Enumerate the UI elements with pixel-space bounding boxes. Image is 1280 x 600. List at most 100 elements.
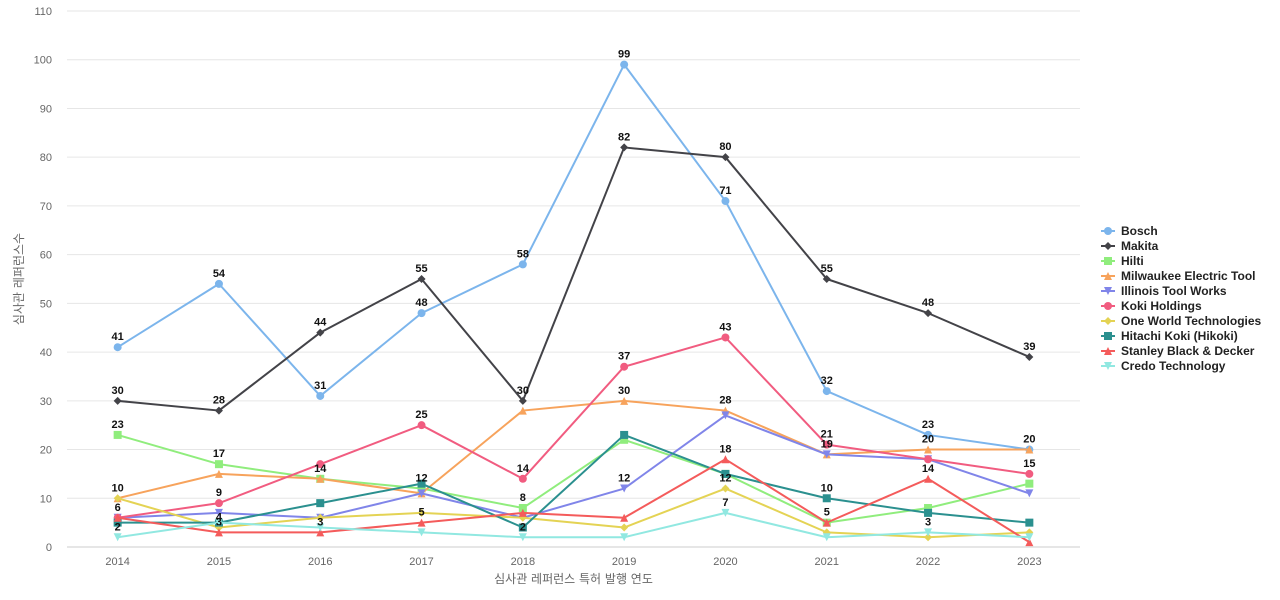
data-label: 30 — [112, 385, 124, 397]
legend-item-one-world-technologies: One World Technologies — [1101, 314, 1262, 328]
legend-marker — [1104, 287, 1112, 295]
legend-item-koki-holdings: Koki Holdings — [1101, 299, 1202, 313]
series-line-credo-technology — [117, 511, 1030, 539]
data-point-hitachi-koki-hikoki — [822, 494, 831, 503]
x-tick-label: 2020 — [713, 556, 737, 568]
x-tick-label: 2021 — [815, 556, 839, 568]
legend-label: Hitachi Koki (Hikoki) — [1121, 329, 1238, 343]
data-point-hitachi-koki-hikoki — [113, 518, 122, 527]
legend-label: Milwaukee Electric Tool — [1121, 269, 1255, 283]
data-point-makita — [316, 328, 325, 337]
data-label-layer: 4154314858997132232030284455308280554839… — [112, 49, 1036, 534]
series-line-hilti — [117, 433, 1030, 524]
data-label: 54 — [213, 268, 226, 280]
data-label: 39 — [1023, 341, 1035, 353]
data-label: 31 — [314, 380, 326, 392]
data-label: 23 — [922, 419, 934, 431]
data-point-credo-technology — [214, 518, 223, 527]
data-label: 44 — [314, 317, 327, 329]
data-point-illinois-tool-works — [417, 489, 426, 498]
legend-label: Hilti — [1121, 254, 1144, 268]
data-label: 12 — [618, 473, 630, 485]
data-label: 3 — [925, 516, 931, 528]
legend-item-credo-technology: Credo Technology — [1101, 359, 1226, 373]
y-tick-label: 60 — [40, 250, 52, 262]
series-line-koki-holdings — [117, 336, 1030, 519]
x-tick-label: 2017 — [409, 556, 433, 568]
data-point-hilti — [113, 430, 122, 439]
data-point-milwaukee-electric-tool — [1025, 445, 1034, 454]
data-label: 55 — [415, 263, 427, 275]
data-label: 25 — [415, 409, 427, 421]
data-point-stanley-black-decker — [620, 513, 629, 522]
legend-marker — [1104, 347, 1112, 355]
data-point-illinois-tool-works — [214, 508, 223, 517]
legend-item-hilti: Hilti — [1101, 254, 1144, 268]
data-point-koki-holdings — [316, 460, 325, 469]
legend-item-hitachi-koki-hikoki: Hitachi Koki (Hikoki) — [1101, 329, 1238, 343]
legend-marker — [1104, 257, 1112, 265]
data-point-credo-technology — [518, 533, 527, 542]
data-point-illinois-tool-works — [822, 450, 831, 459]
data-point-one-world-technologies — [620, 523, 629, 532]
data-point-makita — [417, 275, 426, 283]
data-point-stanley-black-decker — [822, 518, 831, 527]
data-label: 2 — [520, 521, 526, 533]
data-point-stanley-black-decker — [214, 528, 223, 537]
data-label: 20 — [922, 434, 934, 446]
data-point-one-world-technologies — [924, 533, 933, 542]
y-tick-label: 80 — [40, 152, 52, 164]
data-point-koki-holdings — [214, 499, 223, 508]
data-point-hitachi-koki-hikoki — [721, 469, 730, 478]
data-label: 2 — [115, 521, 121, 533]
data-point-illinois-tool-works — [1025, 489, 1034, 498]
data-label: 48 — [415, 297, 427, 309]
data-point-bosch — [620, 60, 629, 69]
legend-label: Credo Technology — [1121, 359, 1226, 373]
data-label: 19 — [821, 438, 833, 450]
x-tick-label: 2014 — [105, 556, 129, 568]
data-point-one-world-technologies — [316, 513, 325, 522]
y-tick-label: 70 — [40, 201, 52, 213]
legend-item-stanley-black-decker: Stanley Black & Decker — [1101, 344, 1255, 358]
y-tick-label: 110 — [34, 6, 52, 18]
data-point-credo-technology — [822, 533, 831, 542]
data-point-credo-technology — [417, 528, 426, 537]
legend-label: Makita — [1121, 239, 1159, 253]
data-point-koki-holdings — [518, 474, 527, 483]
legend-label: Bosch — [1121, 224, 1158, 238]
legend-marker — [1104, 332, 1112, 340]
data-label: 12 — [719, 473, 731, 485]
data-point-one-world-technologies — [721, 484, 730, 493]
legend-item-milwaukee-electric-tool: Milwaukee Electric Tool — [1101, 269, 1255, 283]
data-label: 82 — [618, 131, 630, 143]
legend-marker — [1104, 227, 1112, 235]
data-point-hitachi-koki-hikoki — [417, 479, 426, 488]
data-point-bosch — [822, 387, 831, 396]
x-tick-label: 2022 — [916, 556, 940, 568]
data-point-bosch — [417, 309, 426, 318]
data-point-hilti — [518, 504, 527, 513]
legend-label: Stanley Black & Decker — [1121, 344, 1255, 358]
data-point-koki-holdings — [721, 333, 730, 342]
data-point-illinois-tool-works — [620, 484, 629, 493]
data-point-koki-holdings — [620, 362, 629, 371]
data-label: 55 — [821, 263, 833, 275]
data-point-stanley-black-decker — [1025, 538, 1034, 547]
data-point-one-world-technologies — [417, 508, 426, 517]
data-point-makita — [822, 275, 831, 283]
data-point-makita — [721, 153, 730, 162]
data-point-stanley-black-decker — [924, 474, 933, 483]
data-label: 32 — [821, 375, 833, 387]
data-label: 23 — [112, 419, 124, 431]
legend-item-makita: Makita — [1101, 239, 1159, 253]
x-tick-label: 2019 — [612, 556, 636, 568]
data-point-stanley-black-decker — [417, 518, 426, 527]
data-label: 14 — [922, 463, 935, 475]
legend-marker — [1104, 317, 1112, 325]
legend-marker — [1104, 362, 1112, 370]
y-tick-label: 0 — [46, 542, 52, 554]
data-label: 4 — [216, 512, 223, 524]
